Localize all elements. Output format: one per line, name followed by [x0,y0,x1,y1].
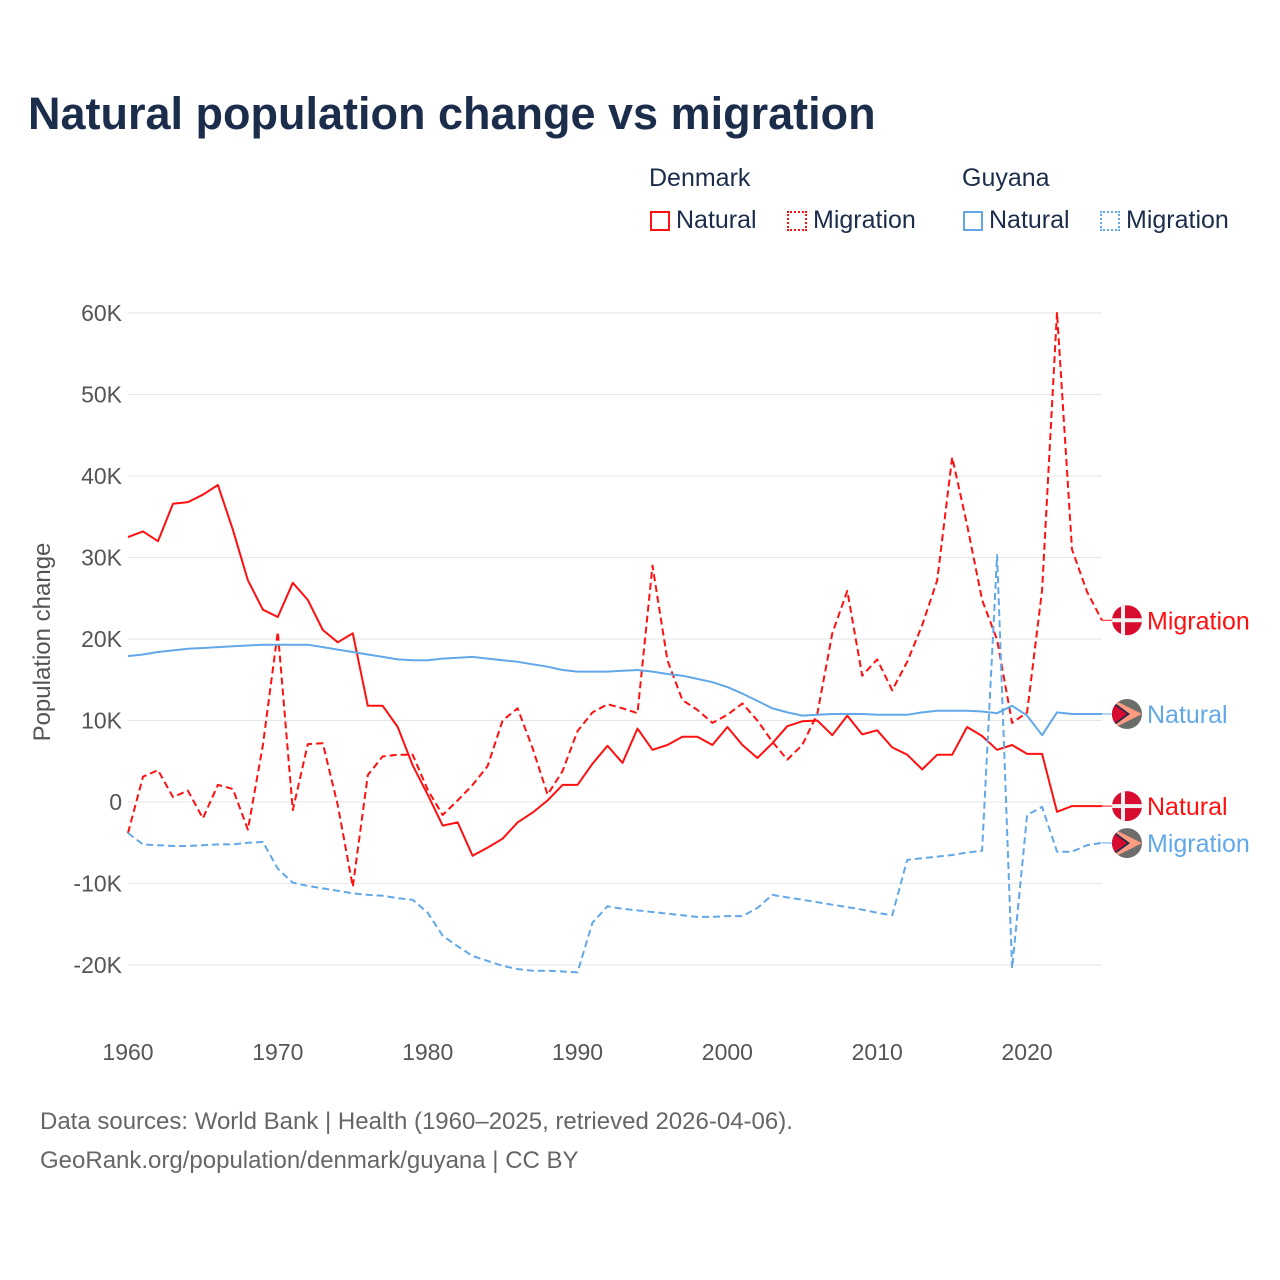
legend-label: Natural [989,206,1070,234]
end-label-denmark-natural: Natural [1147,793,1228,821]
series-line-denmark-natural [127,484,1102,857]
flag-clip [1112,828,1142,859]
legend-swatch-solid [650,210,670,231]
series-line-denmark-migration [127,311,1103,888]
flag-cross [1112,804,1142,809]
x-tick-label: 1990 [552,1039,603,1065]
legend-denmark-natural[interactable]: Natural [650,206,757,235]
series-line-guyana-migration [127,554,1103,974]
legend-guyana-natural[interactable]: Natural [963,206,1070,235]
y-tick-label: -10K [73,871,122,897]
flag-clip [1112,605,1142,636]
x-tick-label: 1980 [402,1039,453,1065]
y-tick-label: 40K [81,463,123,489]
legend-swatch-dotted [787,210,807,231]
y-tick-label: 50K [81,382,123,408]
footer-attribution: GeoRank.org/population/denmark/guyana | … [40,1147,579,1174]
x-tick-label: 1960 [102,1039,153,1065]
end-label-guyana-natural: Natural [1147,701,1228,729]
legend-label: Migration [1126,206,1229,234]
guyana-flag-icon [1112,828,1142,859]
chart-title: Natural population change vs migration [28,88,876,139]
y-tick-label: 30K [81,545,123,571]
legend-group-denmark: Denmark [649,164,751,192]
y-axis-label: Population change [29,543,56,742]
y-tick-label: 10K [81,708,123,734]
guyana-flag-icon [1112,698,1142,729]
x-tick-label: 1970 [252,1039,303,1065]
flag-cross [1112,618,1142,623]
legend-swatch-solid [963,210,983,231]
legend-label: Migration [813,206,916,234]
x-tick-label: 2020 [1001,1039,1052,1065]
flag-triangle [1112,832,1127,855]
denmark-flag-icon [1112,605,1142,636]
legend-group-guyana: Guyana [962,164,1050,192]
flag-clip [1112,698,1142,729]
y-tick-label: 20K [81,626,123,652]
legend-swatch-dotted [1100,210,1120,231]
legend-denmark-migration[interactable]: Migration [787,206,916,235]
flag-clip [1112,791,1142,822]
legend-guyana-migration[interactable]: Migration [1100,206,1229,235]
end-label-denmark-migration: Migration [1147,607,1250,635]
legend-label: Natural [676,206,757,234]
x-tick-label: 2000 [702,1039,753,1065]
denmark-flag-icon [1112,791,1142,822]
y-tick-label: -20K [73,952,122,978]
footer-sources: Data sources: World Bank | Health (1960–… [40,1108,793,1135]
y-tick-label: 60K [81,300,123,326]
y-tick-label: 0 [109,789,122,815]
x-tick-label: 2010 [852,1039,903,1065]
series-line-guyana-natural [127,643,1102,737]
end-label-guyana-migration: Migration [1147,830,1250,858]
flag-triangle [1112,702,1127,725]
